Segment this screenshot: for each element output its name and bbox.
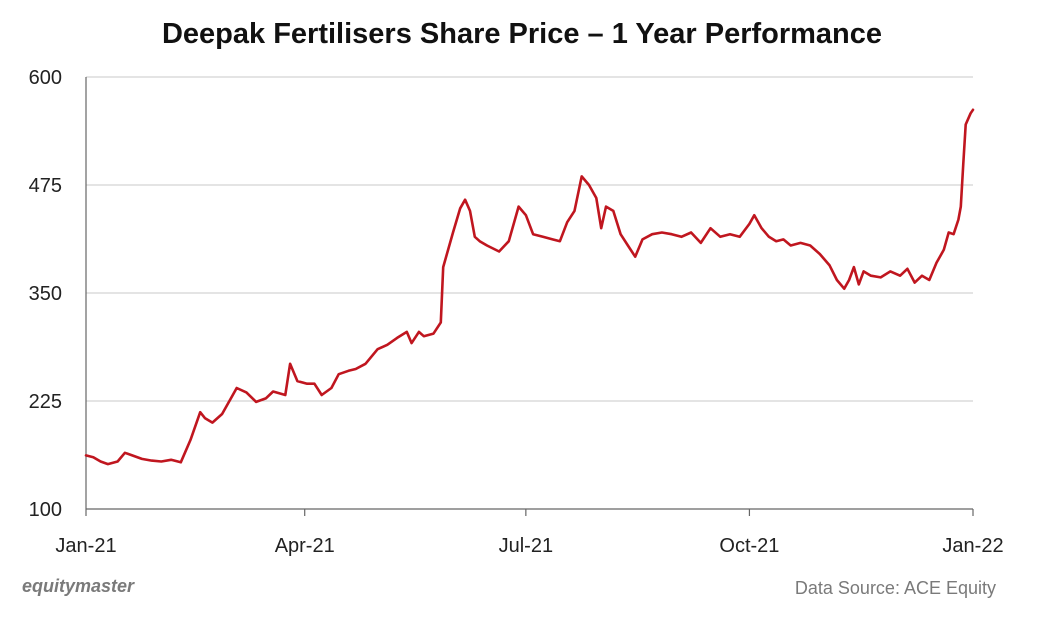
y-tick-labels: 100 225 350 475 600 — [29, 67, 62, 521]
x-tick-label: Jan-21 — [55, 535, 116, 557]
y-tick-label: 350 — [29, 283, 62, 305]
price-series-line — [84, 108, 975, 466]
x-tick-label: Jan-22 — [942, 535, 1003, 557]
axes — [85, 77, 974, 516]
series — [84, 108, 975, 466]
y-tick-label: 100 — [29, 499, 62, 521]
y-tick-label: 225 — [29, 391, 62, 413]
y-tick-label: 600 — [29, 67, 62, 89]
brand-logo: equitymaster — [22, 576, 135, 596]
x-tick-label: Oct-21 — [719, 535, 779, 557]
x-tick-labels: Jan-21 Apr-21 Jul-21 Oct-21 Jan-22 — [55, 535, 1003, 557]
chart-title: Deepak Fertilisers Share Price – 1 Year … — [161, 18, 883, 50]
x-tick-label: Apr-21 — [275, 535, 335, 557]
y-tick-label: 475 — [29, 175, 62, 197]
gridlines — [86, 76, 973, 402]
x-tick-label: Jul-21 — [499, 535, 553, 557]
data-source-note: Data Source: ACE Equity — [794, 578, 996, 598]
